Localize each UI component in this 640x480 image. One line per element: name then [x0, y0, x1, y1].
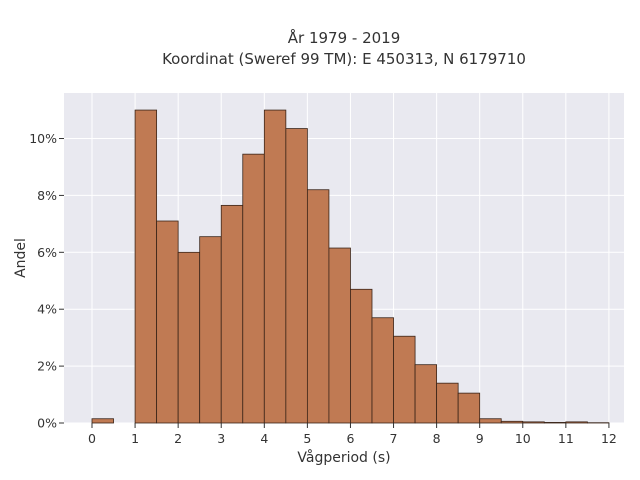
x-axis-ticks: 0 1 2 3 4 5 6 7 8 9 10 11 12	[88, 423, 617, 446]
histogram-bar	[134, 109, 158, 424]
x-tick-label: 6	[346, 431, 354, 446]
y-tick-label: 4%	[37, 302, 57, 317]
histogram-bar	[263, 109, 287, 424]
chart-title: År 1979 - 2019	[287, 29, 401, 47]
x-tick-label: 12	[601, 431, 617, 446]
y-axis-label: Andel	[13, 238, 29, 278]
histogram-bar	[500, 420, 524, 424]
x-tick-label: 10	[515, 431, 531, 446]
histogram-bars	[91, 109, 610, 424]
x-tick-label: 0	[88, 431, 96, 446]
x-axis-label: Vågperiod (s)	[297, 449, 390, 466]
chart-subtitle: Koordinat (Sweref 99 TM): E 450313, N 61…	[162, 50, 526, 68]
x-tick-label: 8	[433, 431, 441, 446]
x-tick-label: 5	[303, 431, 311, 446]
histogram-bar	[242, 153, 265, 424]
x-tick-label: 2	[174, 431, 182, 446]
histogram-bar	[306, 189, 330, 424]
histogram-bar	[220, 204, 244, 424]
histogram-bar	[350, 288, 373, 424]
histogram-bar	[414, 364, 438, 424]
histogram-bar	[328, 247, 351, 424]
histogram-bar	[522, 421, 545, 424]
x-tick-label: 4	[260, 431, 268, 446]
histogram-bar	[543, 422, 567, 424]
histogram-bar	[457, 392, 481, 424]
histogram-bar	[393, 335, 416, 424]
x-tick-label: 1	[131, 431, 139, 446]
x-tick-label: 9	[476, 431, 484, 446]
y-tick-label: 2%	[37, 359, 57, 374]
histogram-bar	[91, 418, 114, 424]
y-axis-ticks: 0% 2% 4% 6% 8% 10%	[29, 131, 64, 431]
x-tick-label: 3	[217, 431, 225, 446]
histogram-bar	[565, 421, 588, 424]
x-tick-label: 11	[558, 431, 574, 446]
y-tick-label: 0%	[37, 416, 57, 431]
histogram-bar	[199, 236, 222, 424]
histogram-bar	[177, 251, 201, 424]
histogram-bar	[371, 317, 394, 424]
histogram-bar	[479, 418, 502, 424]
y-tick-label: 6%	[37, 245, 57, 260]
histogram-bar	[436, 382, 459, 424]
y-tick-label: 8%	[37, 188, 57, 203]
y-tick-label: 10%	[29, 131, 57, 146]
histogram-bar	[285, 128, 308, 424]
x-tick-label: 7	[390, 431, 398, 446]
histogram-bar	[156, 220, 179, 424]
chart-title-block: År 1979 - 2019 Koordinat (Sweref 99 TM):…	[0, 28, 640, 70]
